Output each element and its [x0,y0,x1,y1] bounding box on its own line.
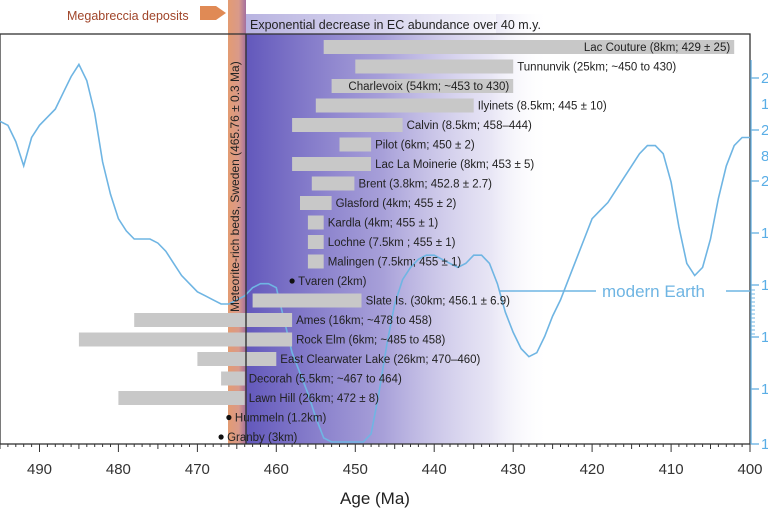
crater-bar [252,293,362,308]
x-tick-label: 460 [264,461,289,478]
crater-label: Charlevoix (54km; ~453 to 430) [348,81,509,93]
crater-bar [292,157,371,171]
crater-label: Ilyinets (8.5km; 445 ± 10) [478,101,607,113]
crater-point [226,414,232,421]
crater-bar [134,313,293,327]
right-tick-label: 1 [761,225,768,242]
crater-bar [118,391,245,405]
crater-label: Ames (16km; ~478 to 458) [296,315,432,327]
crater-label: Glasford (4km; 455 ± 2) [336,198,457,210]
crater-bar [292,118,403,132]
modern-earth-annotation: modern Earth [602,282,705,301]
x-axis: 490 480 470 460 450 440 430 420 410 400 [0,444,763,478]
crater-label: Tvaren (2km) [298,276,367,288]
x-tick-label: 420 [580,461,605,478]
x-axis-title: Age (Ma) [340,489,410,508]
crater-point [218,434,224,440]
right-tick-label: 2 [761,173,768,190]
exponential-label-box [246,14,496,34]
crater-bar [339,137,372,152]
crater-label: Lawn Hill (26km; 472 ± 8) [249,393,379,405]
x-tick-label: 410 [659,461,684,478]
crater-bar [315,98,474,113]
crater-label: Tunnunvik (25km; ~450 to 430) [517,62,676,74]
crater-bar [307,254,324,269]
x-tick-label: 440 [422,461,447,478]
crater-bar [323,40,735,54]
ec-abundance-curve [0,62,750,443]
crater-point [289,278,295,284]
crater-label: Decorah (5.5km; ~467 to 464) [249,374,402,386]
x-tick-label: 490 [27,461,52,478]
x-tick-label: 450 [343,461,368,478]
right-tick-label: 2 [761,70,768,87]
crater-series: Lac Couture (8km; 429 ± 25) Tunnunvik (25… [78,40,735,444]
x-tick-label: 430 [501,461,526,478]
crater-label: East Clearwater Lake (26km; 470–460) [280,354,480,366]
crater-label: Malingen (7.5km; 455 ± 1) [328,257,462,269]
crater-bar [311,176,355,191]
crater-bar [307,215,324,230]
plot-frame [0,33,751,445]
crater-label: Lochne (7.5km ; 455 ± 1) [328,237,456,249]
right-tick-label: 1 [761,436,768,453]
crater-bar [355,59,514,74]
x-tick-label: 470 [185,461,210,478]
right-tick-label: 1 [761,96,768,113]
exponential-annotation: Exponential decrease in EC abundance ove… [250,18,541,32]
crater-bar [300,196,332,210]
crater-label: Hummeln (1.2km) [235,413,327,425]
crater-label: Granby (3km) [227,432,297,444]
right-tick-label: 2 [761,122,768,139]
crater-bar [78,332,293,347]
crater-bar [197,352,277,366]
megabreccia-arrow-icon [200,6,226,20]
crater-label: Rock Elm (6km; ~485 to 458) [296,335,445,347]
right-axis: 2 2 2 1 1 1 1 1 1 8 [750,60,768,453]
crater-label: Brent (3.8km; 452.8 ± 2.7) [359,179,493,191]
crater-bar [221,371,245,386]
right-tick-label: 1 [761,329,768,346]
crater-label: Calvin (8.5km; 458–444) [407,120,532,132]
right-tick-label: 1 [761,381,768,398]
x-tick-label: 480 [106,461,131,478]
crater-bar [307,235,324,249]
crater-label: Lac Couture (8km; 429 ± 25) [584,42,730,54]
megabreccia-annotation: Megabreccia deposits [67,9,189,23]
crater-bar [331,79,514,93]
crater-label: Lac La Moinerie (8km; 453 ± 5) [375,159,534,171]
meteorite-beds-annotation: Meteorite-rich beds, Sweden (465.76 ± 0.… [228,61,242,312]
x-tick-label: 400 [737,461,762,478]
right-tick-label: 1 [761,277,768,294]
crater-label: Slate Is. (30km; 456.1 ± 6.9) [366,296,511,308]
right-tick-label: 8 [761,148,768,165]
crater-label: Pilot (6km; 450 ± 2) [375,140,475,152]
crater-label: Kardla (4km; 455 ± 1) [328,218,439,230]
